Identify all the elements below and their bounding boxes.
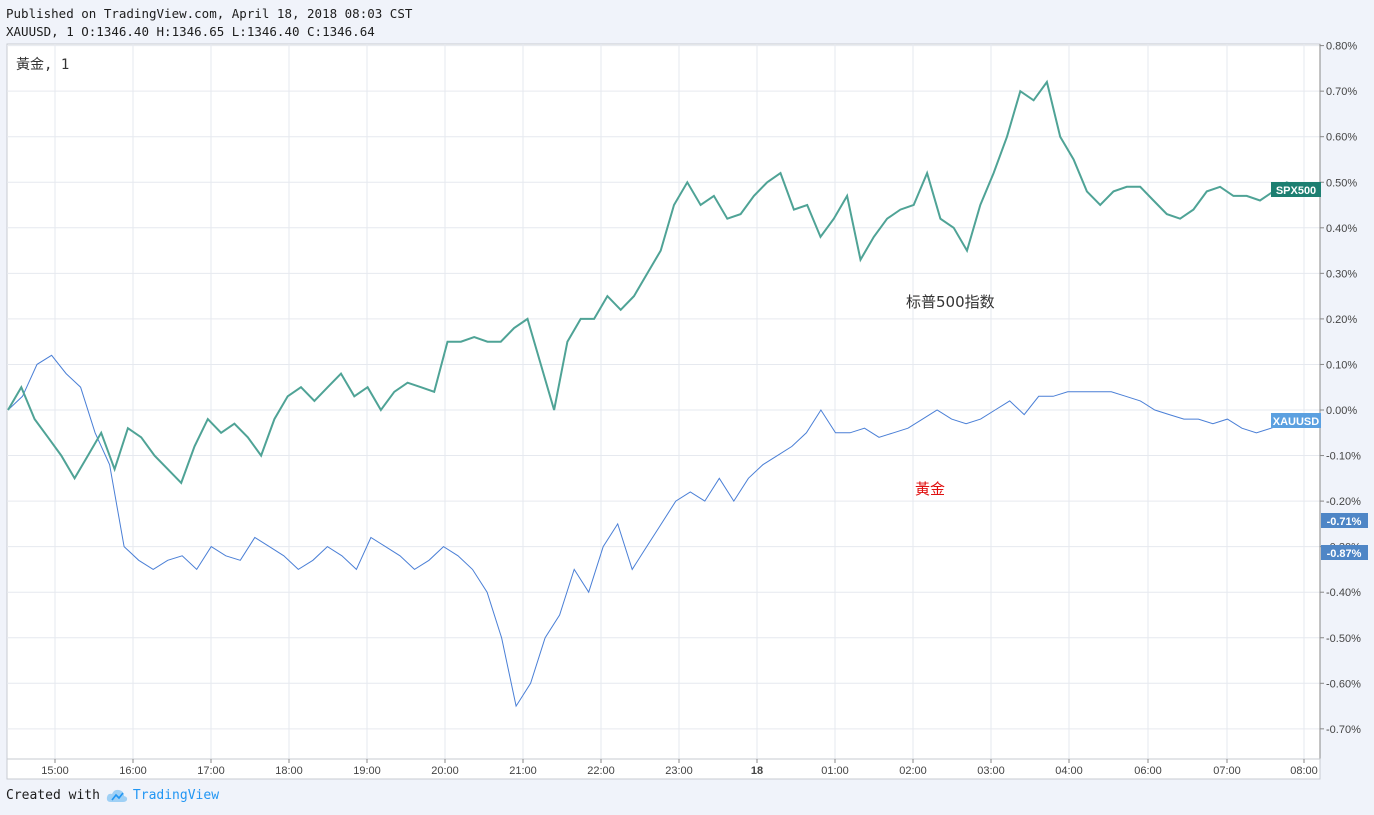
- legend-symbol[interactable]: 黃金, 1: [16, 57, 70, 73]
- side-badge-1-bg: [1321, 513, 1368, 528]
- x-tick-label: 06:00: [1134, 765, 1162, 777]
- created-with-text: Created with: [6, 788, 100, 803]
- y-tick-label: 0.50%: [1326, 177, 1357, 189]
- x-tick-label: 20:00: [431, 765, 459, 777]
- x-tick-label: 17:00: [197, 765, 225, 777]
- y-tick-label: 0.60%: [1326, 132, 1357, 144]
- x-tick-label: 18:00: [275, 765, 303, 777]
- x-axis: [6, 758, 1321, 780]
- y-tick-label: 0.70%: [1326, 86, 1357, 98]
- series-line-xauusd[interactable]: [7, 354, 1301, 708]
- x-tick-label: 15:00: [41, 765, 69, 777]
- last-value-label-spx500-bg: [1271, 182, 1321, 197]
- x-tick-label: 19:00: [353, 765, 381, 777]
- x-tick-label: 21:00: [509, 765, 537, 777]
- y-tick-label: -0.50%: [1326, 633, 1361, 645]
- series-line-spx500[interactable]: [7, 79, 1301, 485]
- y-tick-label: -0.20%: [1326, 496, 1361, 508]
- y-tick-label: -0.70%: [1326, 724, 1361, 736]
- plot-area[interactable]: [6, 43, 1321, 760]
- annotation-gold: 黃金: [915, 480, 945, 498]
- side-badge-2: -0.87%: [1327, 548, 1362, 560]
- x-tick-label: 22:00: [587, 765, 615, 777]
- side-badge-1: -0.71%: [1327, 516, 1362, 528]
- published-line: Published on TradingView.com, April 18, …: [6, 6, 413, 21]
- side-badge-2-bg: [1321, 545, 1368, 560]
- x-tick-label: 03:00: [977, 765, 1005, 777]
- last-value-label-xauusd: XAUUSD: [1273, 416, 1320, 428]
- cloud-logo-icon: [106, 789, 128, 802]
- footer: Created with TradingView: [6, 788, 219, 803]
- y-tick-label: -0.40%: [1326, 587, 1361, 599]
- y-tick-label: 0.30%: [1326, 268, 1357, 280]
- y-tick-label: 0.00%: [1326, 405, 1357, 417]
- x-tick-label: 18: [751, 765, 763, 777]
- x-tick-label: 23:00: [665, 765, 693, 777]
- last-value-label-xauusd-bg: [1271, 413, 1321, 428]
- x-tick-label: 08:00: [1290, 765, 1318, 777]
- y-tick-label: 0.80%: [1326, 41, 1357, 53]
- x-tick-label: 07:00: [1213, 765, 1241, 777]
- y-tick-label: 0.10%: [1326, 359, 1357, 371]
- x-tick-label: 01:00: [821, 765, 849, 777]
- tradingview-link[interactable]: TradingView: [132, 788, 220, 803]
- annotation-spx500: 标普500指数: [906, 293, 995, 311]
- x-tick-label: 02:00: [899, 765, 927, 777]
- last-value-label-spx500: SPX500: [1276, 185, 1316, 197]
- tradingview-brand[interactable]: TradingView: [106, 788, 219, 803]
- x-tick-label: 16:00: [119, 765, 147, 777]
- y-tick-label: -0.10%: [1326, 451, 1361, 463]
- x-tick-label: 04:00: [1055, 765, 1083, 777]
- y-tick-label: 0.40%: [1326, 223, 1357, 235]
- y-tick-label: -0.60%: [1326, 678, 1361, 690]
- ohlc-line: XAUUSD, 1 O:1346.40 H:1346.65 L:1346.40 …: [6, 24, 375, 39]
- y-tick-label: 0.20%: [1326, 314, 1357, 326]
